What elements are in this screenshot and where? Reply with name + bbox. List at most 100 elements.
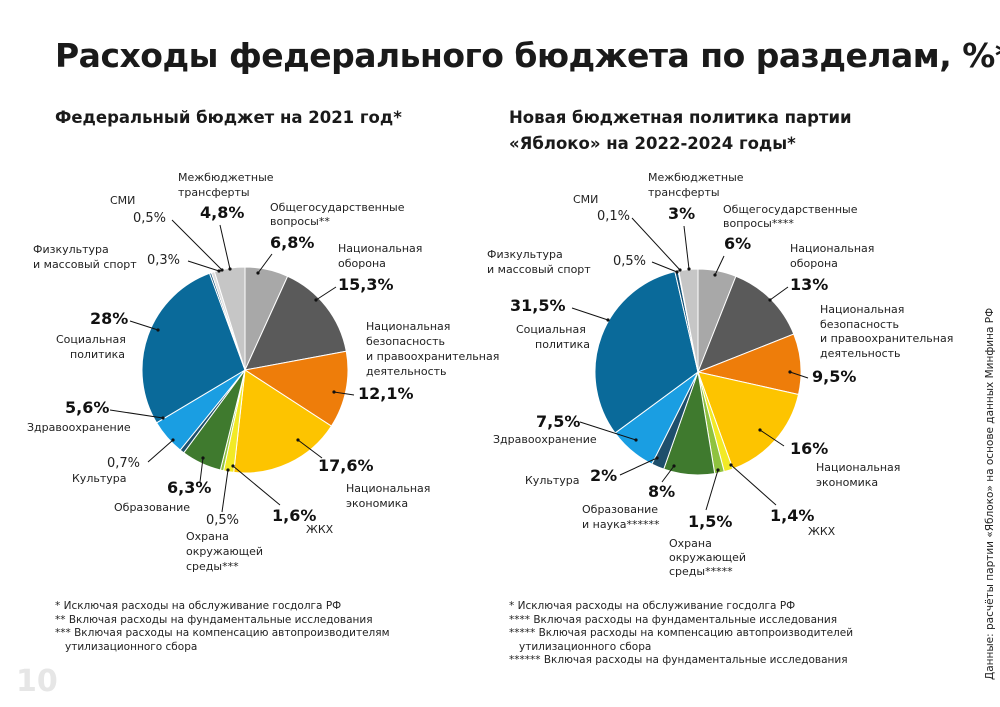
slice-value-label: 9,5% [812,367,856,386]
slice-value-label: 17,6% [318,456,374,475]
leader-line [579,421,637,441]
slice-category-label: политика [70,348,125,361]
leader-line [759,429,785,447]
slice-category-label: Национальная [346,482,430,495]
slice-value-label: 16% [790,439,828,458]
slice-value-label: 1,6% [272,506,316,525]
slice-value-label: 2% [590,466,617,485]
leader-dot [675,270,679,274]
slice-value-label: 5,6% [65,398,109,417]
leader-line [333,391,355,396]
slice-value-label: 8% [648,482,675,501]
slice-category-label: Социальная [516,323,586,336]
footnote: утилизационного сбора [65,640,198,653]
footnote: утилизационного сбора [519,640,652,653]
slice-value-label: 0,5% [206,513,239,528]
leader-line [789,371,809,379]
chart-2022-subtitle: Новая бюджетная политика партии «Яблоко»… [509,105,852,157]
leader-dot [655,456,659,460]
slice-category-label: Образование [582,503,658,516]
slice-category-label: деятельность [820,347,901,360]
footnote: * Исключая расходы на обслуживание госдо… [509,600,796,612]
leader-line [232,465,281,506]
leader-line [619,457,658,476]
slice-value-label: 3% [668,204,695,223]
slice-category-label: и правоохранительная [366,350,499,363]
slice-category-label: Общегосударственные [723,203,858,216]
slice-value-label: 1,5% [688,512,732,531]
slice-category-label: Общегосударственные [270,201,405,214]
slice-value-label: 0,7% [107,456,140,471]
leader-dot [606,318,610,322]
leader-dot [788,370,792,374]
slice-value-label: 15,3% [338,275,394,294]
leader-dot [768,298,772,302]
slice-value-label: 28% [90,309,128,328]
leader-line [297,439,323,459]
slice-category-label: Культура [525,474,579,487]
leader-dot [687,267,691,271]
slice-category-label: экономика [816,476,878,489]
slice-value-label: 6% [724,234,751,253]
slice-category-label: Национальная [366,320,450,333]
page-title: Расходы федерального бюджета по разделам… [55,36,1000,75]
leader-dot [220,268,224,272]
slice-category-label: Охрана [186,530,229,543]
slice-value-label: 4,8% [200,203,244,222]
pie-slice [243,350,349,427]
slice-category-label: безопасность [820,318,899,331]
slice-category-label: вопросы** [270,215,330,228]
leader-dot [672,464,676,468]
leader-dot [201,456,205,460]
leader-line [187,260,220,272]
leader-line [714,255,725,276]
slice-category-label: ЖКХ [808,525,836,538]
slice-value-label: 0,5% [613,254,646,269]
slice-category-label: среды*** [186,560,239,573]
leader-dot [171,438,175,442]
slice-value-label: 13% [790,275,828,294]
slice-category-label: Межбюджетные [178,171,274,184]
slice-category-label: среды***** [669,565,733,578]
slice-value-label: 6,8% [270,233,314,252]
chart-2021-subtitle: Федеральный бюджет на 2021 год* [55,105,402,131]
footnote: * Исключая расходы на обслуживание госдо… [55,600,342,612]
slice-category-label: оборона [338,257,386,270]
slice-value-label: 7,5% [536,412,580,431]
slice-category-label: окружающей [186,545,263,558]
slice-value-label: 0,1% [597,209,630,224]
slice-category-label: трансферты [178,186,250,199]
chart-2022-footnotes: * Исключая расходы на обслуживание госдо… [509,600,853,668]
slice-category-label: и наука****** [582,518,660,531]
pie-slice [594,271,699,434]
slice-category-label: Здравоохранение [27,421,131,434]
slice-value-label: 0,5% [133,211,166,226]
slice-category-label: трансферты [648,186,720,199]
slice-value-label: 6,3% [167,478,211,497]
footnote: **** Включая расходы на фундаментальные … [509,613,838,626]
leader-line [199,457,204,483]
footnote: ***** Включая расходы на компенсацию авт… [509,627,854,639]
slice-category-label: безопасность [366,335,445,348]
leader-line [631,217,681,271]
leader-dot [729,463,733,467]
slice-category-label: и правоохранительная [820,332,953,345]
chart-2021-footnotes: * Исключая расходы на обслуживание госдо… [55,600,390,654]
slice-category-label: Культура [72,472,126,485]
slice-category-label: Национальная [820,303,904,316]
page-number: 10 [16,664,58,699]
slice-category-label: Национальная [790,242,874,255]
slice-category-label: деятельность [366,365,447,378]
leader-dot [678,268,682,272]
slice-category-label: Физкультура [33,243,109,256]
leader-dot [161,416,165,420]
leader-dot [713,273,717,277]
footnote: *** Включая расходы на компенсацию автоп… [55,627,390,639]
leader-line [147,439,174,463]
slice-category-label: и массовый спорт [487,263,591,276]
leader-dot [226,468,230,472]
footnote: ** Включая расходы на фундаментальные ис… [55,613,373,626]
